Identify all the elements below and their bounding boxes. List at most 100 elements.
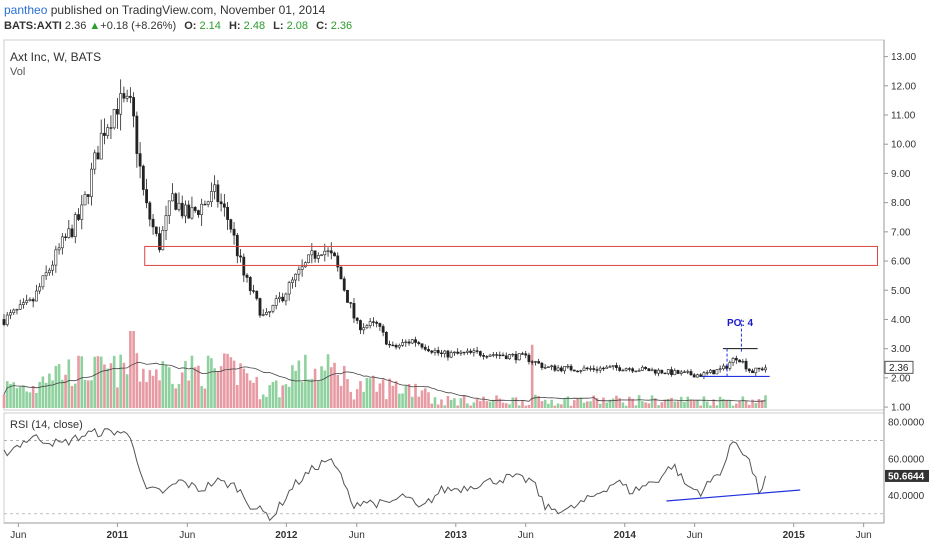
- candle-body: [527, 354, 531, 362]
- volume-bar: [579, 397, 583, 408]
- volume-bar: [679, 396, 683, 408]
- volume-bar: [362, 391, 365, 408]
- volume-bar: [138, 381, 142, 408]
- volume-bar: [576, 398, 579, 408]
- volume-bar: [527, 404, 531, 408]
- candle-body: [287, 282, 291, 295]
- volume-bar: [317, 380, 320, 408]
- candle-body: [54, 249, 58, 266]
- candle-body: [663, 372, 667, 375]
- candle-body: [764, 367, 767, 371]
- volume-bar: [265, 396, 268, 408]
- candle-body: [615, 365, 618, 368]
- candle-body: [268, 310, 272, 313]
- volume-bar: [683, 402, 686, 408]
- volume-bar: [469, 405, 472, 408]
- volume-bar: [219, 366, 223, 408]
- candle-body: [699, 374, 703, 377]
- rsi-pane[interactable]: [3, 412, 885, 524]
- candle-body: [605, 366, 609, 369]
- candle-body: [316, 254, 320, 259]
- volume-bar: [38, 381, 41, 408]
- time-axis[interactable]: Jun 2011 Jun 2012 Jun 2013 Jun 2014 Jun 2015 Jun: [10, 523, 872, 541]
- volume-bar: [125, 374, 129, 408]
- volume-bar: [190, 355, 194, 408]
- volume-bar: [417, 396, 421, 408]
- volume-bar: [375, 391, 378, 408]
- volume-bar: [307, 379, 310, 408]
- volume-bar: [294, 370, 297, 408]
- price-change: +0.18 (+8.26%): [100, 20, 177, 32]
- candle-body: [80, 204, 84, 220]
- volume-label[interactable]: Vol: [10, 66, 26, 78]
- candle-body: [709, 369, 712, 373]
- chart-title[interactable]: Axt Inc, W, BATS: [10, 50, 102, 64]
- rsi-trend-line[interactable]: [666, 489, 801, 502]
- volume-bar: [637, 395, 641, 408]
- time-tick-label: 2011: [107, 530, 129, 541]
- volume-bar: [129, 331, 132, 408]
- volume-bar: [754, 403, 758, 408]
- candle-body: [433, 350, 437, 353]
- volume-bar: [631, 398, 634, 408]
- candle-body: [569, 365, 573, 371]
- candle-body: [482, 355, 485, 357]
- volume-bar: [508, 404, 511, 408]
- volume-bar: [689, 399, 693, 408]
- price-tick-label: 9.00: [891, 169, 911, 180]
- candle-body: [209, 191, 213, 203]
- volume-bar: [346, 379, 349, 408]
- volume-bar: [304, 354, 307, 408]
- volume-bar: [560, 404, 563, 408]
- author-link[interactable]: pantheo: [4, 3, 48, 17]
- candle-body: [229, 219, 233, 230]
- volume-bar: [453, 398, 456, 408]
- volume-bar: [504, 403, 508, 408]
- resistance-zone-box[interactable]: [144, 245, 879, 266]
- candle-body: [647, 368, 651, 372]
- candle-body: [721, 365, 725, 370]
- volume-bar: [326, 354, 330, 408]
- price-axis[interactable]: 1.00 2.00 3.00 4.00 5.00 6.00 7.00 8.00 9.00 10.0…: [884, 52, 916, 414]
- candle-body: [352, 303, 356, 319]
- volume-bar: [534, 394, 537, 408]
- volume-bar: [459, 398, 463, 408]
- candle-body: [530, 361, 534, 363]
- candlesticks: [2, 79, 767, 380]
- volume-bar: [352, 399, 356, 408]
- candle-body: [456, 351, 460, 354]
- volume-bar: [142, 368, 145, 408]
- candle-body: [128, 95, 132, 98]
- volume-bar: [488, 401, 492, 408]
- candle-body: [498, 354, 502, 357]
- candle-body: [388, 343, 392, 346]
- candle-body: [410, 339, 414, 344]
- volume-bar: [492, 399, 495, 408]
- price-tick-label: 11.00: [891, 111, 916, 122]
- volume-bar: [268, 385, 272, 408]
- volume-bar: [12, 382, 16, 408]
- volume-bar: [735, 403, 738, 408]
- volume-bar: [184, 361, 187, 408]
- volume-bar: [443, 405, 446, 408]
- rsi-label[interactable]: RSI (14, close): [10, 419, 83, 431]
- volume-bar: [699, 405, 702, 408]
- volume-bar: [543, 399, 547, 408]
- candle-body: [440, 352, 443, 354]
- candle-body: [274, 298, 278, 306]
- candle-body: [15, 308, 19, 311]
- volume-bar: [404, 385, 408, 408]
- candle-body: [197, 210, 200, 215]
- volume-bar: [722, 398, 725, 408]
- triangle-pattern[interactable]: [701, 319, 770, 378]
- symbol-name[interactable]: BATS:AXTI: [4, 20, 62, 32]
- volume-bar: [696, 400, 699, 408]
- candle-body: [715, 369, 719, 375]
- rsi-axis[interactable]: 40.0000 60.0000 80.0000: [888, 418, 925, 502]
- triangle-up-icon: ▲: [89, 20, 101, 32]
- candle-body: [504, 355, 508, 360]
- price-tick-label: 7.00: [891, 227, 911, 238]
- candle-body: [18, 304, 22, 310]
- volume-bar: [547, 403, 550, 408]
